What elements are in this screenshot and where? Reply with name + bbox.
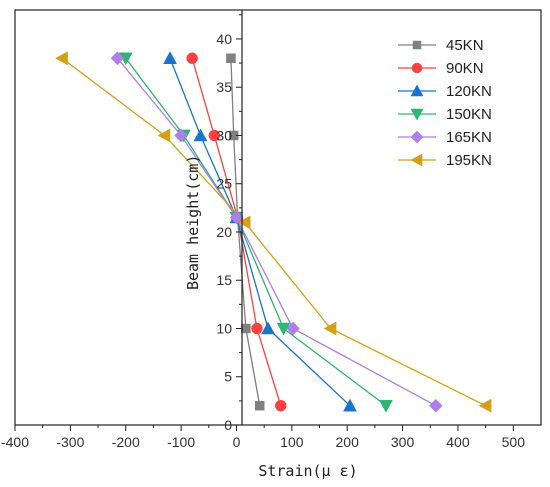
legend: 45KN 90KN 120KN 150KN 165KN 195KN xyxy=(398,37,492,169)
legend-marker-165kn xyxy=(410,130,424,144)
x-tick-label: 200 xyxy=(336,434,360,450)
y-tick-label: 35 xyxy=(216,79,232,95)
data-point-195kn xyxy=(237,215,251,230)
y-tick-label: 10 xyxy=(216,320,232,336)
x-tick-label: 400 xyxy=(446,434,470,450)
series-markers xyxy=(55,51,492,413)
y-tick-label: 20 xyxy=(216,224,232,240)
legend-label-45kn: 45KN xyxy=(446,37,484,54)
y-tick-label: 40 xyxy=(216,31,232,47)
legend-label-150kn: 150KN xyxy=(446,106,492,123)
data-point-90kn xyxy=(251,322,263,335)
data-point-90kn xyxy=(275,399,287,412)
x-tick-label: 100 xyxy=(280,434,304,450)
legend-label-165kn: 165KN xyxy=(446,129,492,146)
legend-label-120kn: 120KN xyxy=(446,83,492,100)
legend-label-195kn: 195KN xyxy=(446,152,492,169)
legend-marker-150kn xyxy=(410,108,424,121)
x-tick-label: 300 xyxy=(391,434,415,450)
data-point-165kn xyxy=(229,210,244,225)
data-point-195kn xyxy=(157,128,171,143)
data-point-195kn xyxy=(478,398,492,413)
data-point-120kn xyxy=(261,321,275,335)
data-point-165kn xyxy=(110,51,125,66)
data-point-195kn xyxy=(55,51,68,66)
x-tick-label: -400 xyxy=(1,434,29,450)
data-point-45kn xyxy=(241,323,251,334)
plot-frame xyxy=(14,9,542,426)
legend-marker-90kn xyxy=(411,62,423,74)
y-tick-label: 30 xyxy=(216,127,232,143)
y-tick-label: 25 xyxy=(216,176,232,192)
data-point-45kn xyxy=(254,400,265,411)
legend-marker-195kn xyxy=(410,153,423,167)
series-line-45kn xyxy=(230,58,261,406)
x-tick-label: -100 xyxy=(167,434,195,450)
x-tick-label: 500 xyxy=(502,434,526,450)
y-tick-label: 15 xyxy=(216,272,232,288)
data-point-90kn xyxy=(208,129,221,142)
y-tick-label: 5 xyxy=(224,369,232,385)
series-line-150kn xyxy=(125,57,387,407)
legend-marker-45kn xyxy=(412,40,422,50)
legend-marker-120kn xyxy=(410,84,424,97)
data-point-120kn xyxy=(193,128,208,142)
axes: -400 -300 -200 -100 0 100 200 300 400 500 0 5 10 15 20… xyxy=(1,9,542,450)
data-point-165kn xyxy=(174,128,188,143)
x-tick-label: 0 xyxy=(233,434,241,450)
y-axis-title: Beam height(cm) xyxy=(184,155,202,290)
y-tick-label: 0 xyxy=(224,417,232,433)
x-tick-label: -300 xyxy=(56,434,84,450)
data-point-195kn xyxy=(323,321,337,336)
data-point-165kn xyxy=(428,398,443,413)
data-point-45kn xyxy=(226,53,236,64)
legend-label-90kn: 90KN xyxy=(446,60,484,77)
data-point-90kn xyxy=(186,52,198,65)
data-point-120kn xyxy=(163,51,177,65)
data-point-165kn xyxy=(286,321,300,336)
x-tick-label: -200 xyxy=(112,434,140,450)
data-point-150kn xyxy=(379,399,393,413)
data-point-120kn xyxy=(343,398,357,412)
x-axis-title: Strain(μ ε) xyxy=(258,462,357,480)
